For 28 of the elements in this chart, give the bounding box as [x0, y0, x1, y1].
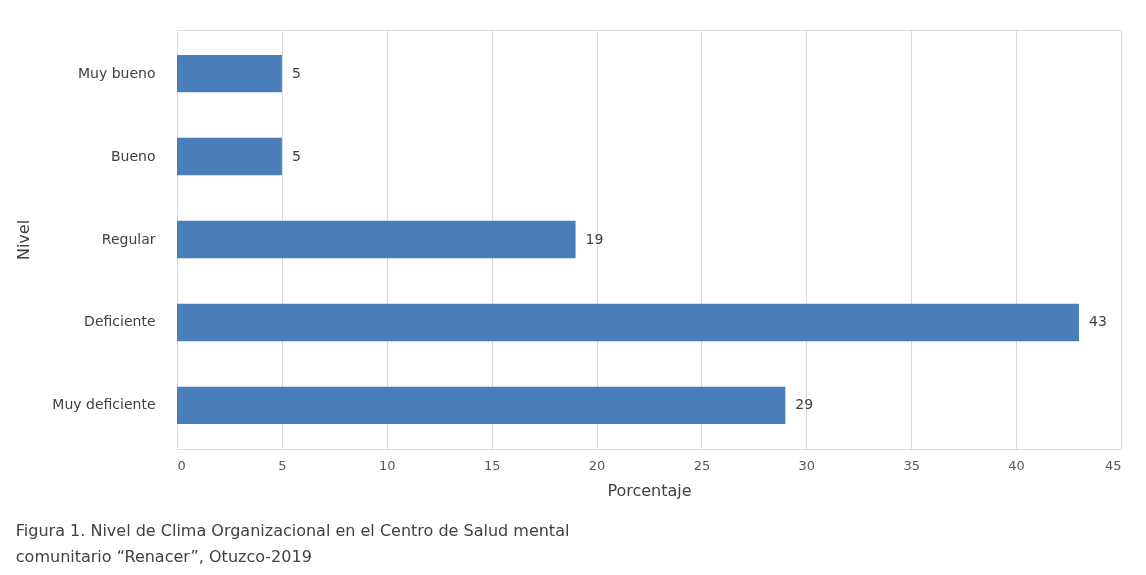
y-tick-label: Bueno — [110, 147, 156, 164]
x-tick-label: 30 — [798, 457, 816, 473]
bar — [177, 137, 282, 176]
data-label: 19 — [585, 230, 604, 247]
y-axis-title: Nivel — [14, 219, 34, 261]
bar — [177, 303, 1080, 342]
x-tick-label: 20 — [588, 457, 606, 473]
x-tick-label: 35 — [903, 457, 920, 473]
x-tick-label: 10 — [379, 457, 396, 473]
data-label: 43 — [1089, 313, 1107, 330]
y-tick-label: Muy deficiente — [52, 396, 156, 413]
y-tick-label: Deficiente — [84, 313, 156, 330]
y-tick-label: Regular — [101, 230, 156, 247]
x-tick-label: 40 — [1008, 457, 1025, 473]
bar — [177, 220, 576, 259]
data-label: 5 — [291, 64, 301, 81]
bar — [177, 386, 786, 425]
x-tick-label: 5 — [278, 457, 287, 473]
x-tick-label: 25 — [693, 457, 711, 473]
x-tick-label: 0 — [177, 457, 186, 473]
text: Figura 1. Nivel de Clima Organizacional en el Centro de Salud mental comunitario “Renacer”, Otuzco-2019 — [15, 521, 570, 566]
x-axis-title: Porcentaje — [607, 480, 692, 500]
bar — [177, 54, 282, 93]
x-tick-label: 45 — [1104, 457, 1122, 473]
data-label: 5 — [291, 147, 301, 164]
data-label: 29 — [795, 396, 814, 413]
x-tick-label: 15 — [483, 457, 501, 473]
y-tick-label: Muy bueno — [78, 64, 156, 81]
